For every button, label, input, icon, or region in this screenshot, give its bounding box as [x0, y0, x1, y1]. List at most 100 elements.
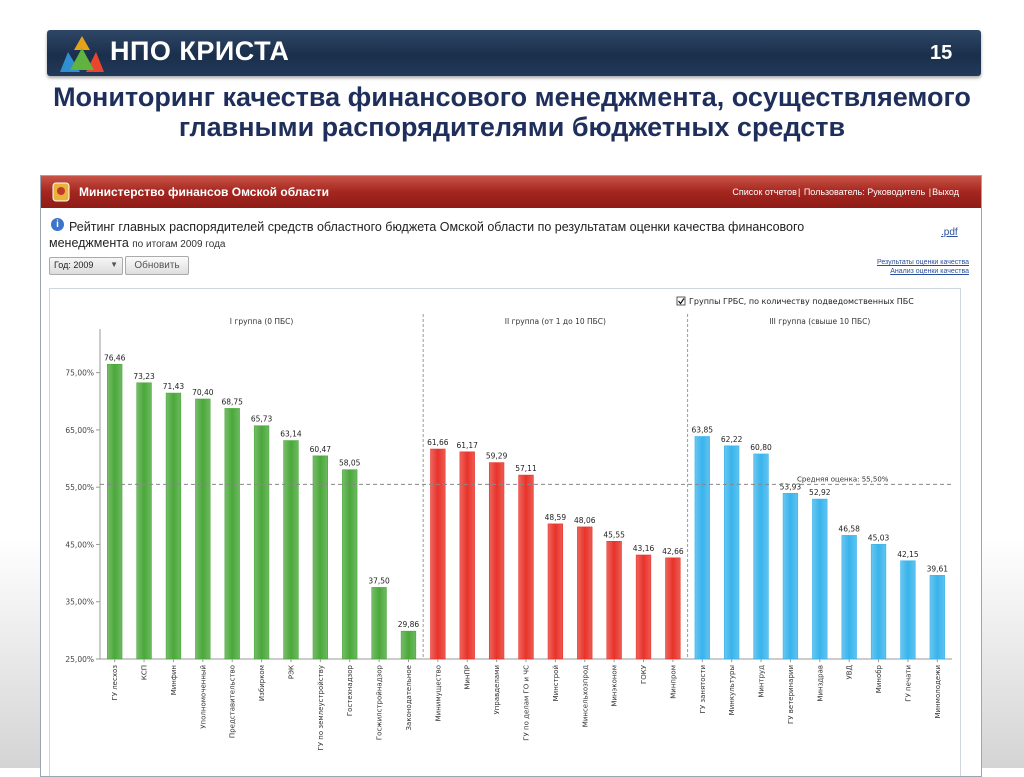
nav-separator: |	[797, 187, 801, 197]
pdf-export-link[interactable]: .pdf	[941, 227, 958, 238]
bar[interactable]	[665, 557, 681, 660]
y-tick-label: 65,00%	[65, 426, 94, 435]
checkmark-icon	[678, 298, 685, 305]
nav-exit-link[interactable]: Выход	[932, 187, 959, 197]
group-label: III группа (свыше 10 ПБС)	[769, 317, 870, 326]
bar[interactable]	[929, 575, 945, 660]
analysis-link[interactable]: Анализ оценки качества	[890, 268, 969, 275]
bar[interactable]	[371, 587, 387, 660]
bar[interactable]	[547, 523, 564, 660]
bar-value-label: 42,15	[897, 550, 919, 559]
bar-value-label: 48,06	[574, 516, 596, 525]
bar-value-label: 60,47	[310, 445, 332, 454]
x-tick-label: Уполномоченный	[199, 665, 207, 729]
y-tick-label: 25,00%	[65, 655, 94, 664]
bar-value-label: 59,29	[486, 452, 508, 461]
bar-value-label: 57,11	[515, 464, 537, 473]
bar[interactable]	[635, 554, 652, 660]
x-tick-label: Управделами	[493, 665, 501, 714]
x-tick-label: Минфин	[170, 665, 178, 695]
app-nav: Список отчетов| Пользователь: Руководите…	[732, 187, 959, 197]
bar-value-label: 52,92	[809, 488, 831, 497]
x-tick-label: КСП	[141, 665, 149, 680]
x-tick-label: МинПР	[464, 665, 472, 690]
app-window: Министерство финансов Омской области Спи…	[40, 175, 982, 777]
bar[interactable]	[195, 398, 211, 660]
bar[interactable]	[577, 526, 593, 660]
bar-value-label: 58,05	[339, 459, 361, 468]
year-select-value: Год: 2009	[54, 260, 94, 270]
bar-value-label: 71,43	[163, 382, 185, 391]
y-tick-label: 35,00%	[65, 598, 94, 607]
bar[interactable]	[724, 445, 740, 660]
bar[interactable]	[488, 462, 505, 660]
chart-panel: Группы ГРБС, по количеству подведомствен…	[49, 288, 961, 776]
x-tick-label: Минэконом	[611, 665, 619, 707]
x-tick-label: Избирком	[258, 665, 266, 701]
app-header: Министерство финансов Омской области Спи…	[41, 176, 981, 208]
group-label: II группа (от 1 до 10 ПБС)	[505, 317, 606, 326]
bar-value-label: 68,75	[221, 397, 243, 406]
bar[interactable]	[782, 493, 799, 660]
nav-separator: |	[928, 187, 932, 197]
bar[interactable]	[342, 469, 358, 660]
bar[interactable]	[900, 560, 916, 660]
x-tick-label: Законодательное	[405, 665, 413, 730]
bar[interactable]	[253, 425, 270, 660]
x-tick-label: Представительство	[229, 665, 237, 738]
legend-checkbox[interactable]	[676, 296, 686, 306]
x-tick-label: Минимущество	[434, 665, 442, 721]
bar[interactable]	[283, 440, 299, 660]
x-tick-label: Гостехнадзор	[346, 664, 354, 716]
legend-label: Группы ГРБС, по количеству подведомствен…	[689, 297, 914, 306]
info-icon[interactable]: i	[51, 218, 64, 231]
year-select[interactable]: Год: 2009 ▼	[49, 257, 123, 275]
bar-value-label: 43,16	[633, 544, 655, 553]
bar[interactable]	[224, 408, 240, 660]
x-tick-label: ГУ ветеринарии	[787, 665, 795, 724]
bar[interactable]	[400, 630, 417, 660]
bar[interactable]	[812, 498, 828, 660]
bar[interactable]	[518, 474, 534, 660]
bar-value-label: 29,86	[398, 620, 420, 629]
group-label: I группа (0 ПБС)	[230, 317, 294, 326]
x-tick-label: Минздрав	[816, 665, 824, 702]
bar-value-label: 46,58	[838, 524, 860, 533]
slide-number: 15	[930, 42, 953, 64]
nav-reports-link[interactable]: Список отчетов	[732, 187, 797, 197]
bar[interactable]	[694, 436, 710, 660]
app-title: Министерство финансов Омской области	[79, 185, 330, 199]
report-subtitle: по итогам 2009 года	[132, 239, 226, 250]
bar-value-label: 37,50	[368, 576, 390, 585]
bar[interactable]	[107, 363, 123, 660]
average-label: Средняя оценка: 55,50%	[797, 475, 889, 483]
x-tick-label: Госжилстройнадзор	[376, 664, 384, 740]
y-tick-label: 75,00%	[65, 369, 94, 378]
x-tick-label: Минобр	[875, 664, 883, 693]
bar-value-label: 39,61	[927, 564, 949, 573]
bar[interactable]	[312, 455, 328, 660]
bar-value-label: 63,14	[280, 430, 302, 439]
x-tick-label: Минсельхозпрод	[581, 665, 589, 727]
bar[interactable]	[870, 543, 887, 660]
bar[interactable]	[165, 392, 182, 660]
bar[interactable]	[841, 535, 857, 660]
results-link[interactable]: Результаты оценки качества	[876, 259, 969, 266]
report-title-continued: менеджмента по итогам 2009 года	[49, 236, 225, 250]
bar-value-label: 60,80	[750, 443, 772, 452]
top-banner	[47, 30, 981, 76]
bar-value-label: 63,85	[692, 425, 714, 434]
bar[interactable]	[136, 382, 152, 660]
x-tick-label: Минпром	[669, 665, 677, 699]
bar-value-label: 65,73	[251, 415, 273, 424]
refresh-button[interactable]: Обновить	[125, 256, 189, 275]
bar[interactable]	[606, 541, 622, 660]
x-tick-label: Минмолодежи	[934, 665, 942, 719]
bar[interactable]	[430, 448, 446, 660]
nav-user-label: Пользователь: Руководитель	[803, 187, 926, 197]
report-title: Рейтинг главных распорядителей средств о…	[69, 220, 805, 234]
side-links: Результаты оценки качества Анализ оценки…	[877, 258, 969, 276]
x-tick-label: Минкультуры	[728, 665, 736, 715]
bar[interactable]	[459, 451, 475, 660]
bar-value-label: 45,55	[603, 530, 625, 539]
